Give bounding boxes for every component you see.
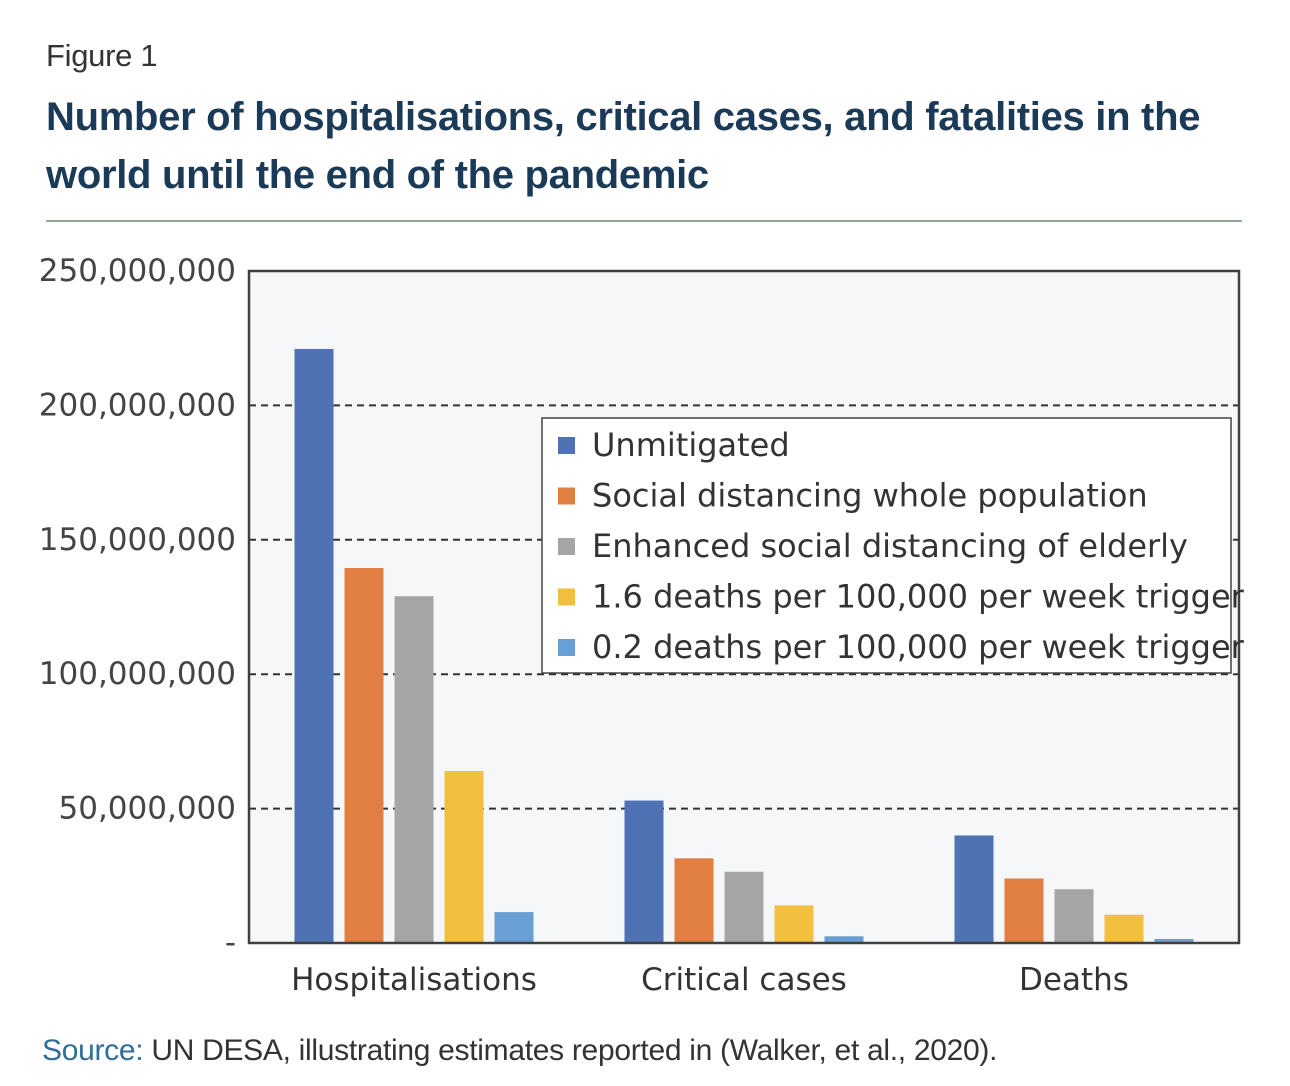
- title-divider: [46, 220, 1242, 222]
- bar: [444, 770, 484, 943]
- bar: [494, 912, 534, 943]
- legend-swatch: [558, 639, 575, 656]
- bar: [1054, 889, 1094, 943]
- source-label: Source:: [42, 1034, 144, 1067]
- legend-swatch: [558, 437, 575, 454]
- y-tick-label: 150,000,000: [39, 522, 236, 558]
- legend-swatch: [558, 588, 575, 606]
- figure-title: Number of hospitalisations, critical cas…: [46, 95, 1201, 197]
- bars: [294, 348, 1194, 943]
- bar: [824, 936, 864, 943]
- x-tick-label: Critical cases: [641, 962, 847, 998]
- bar: [954, 835, 994, 943]
- legend-label: Enhanced social distancing of elderly: [592, 527, 1188, 565]
- legend-label: 0.2 deaths per 100,000 per week trigger: [592, 628, 1245, 666]
- bar: [774, 905, 814, 943]
- y-tick-label: -: [225, 925, 236, 961]
- bar-chart: - 50,000,000 100,000,000 150,000,000 200,000…: [39, 253, 1245, 998]
- legend-label: 1.6 deaths per 100,000 per week trigger: [592, 578, 1245, 616]
- bar: [674, 858, 714, 943]
- x-axis-ticks: Hospitalisations Critical cases Deaths: [291, 962, 1129, 998]
- bar: [294, 348, 334, 943]
- y-tick-label: 250,000,000: [39, 253, 236, 289]
- bar: [624, 800, 664, 943]
- y-tick-label: 100,000,000: [39, 656, 236, 692]
- source-text: UN DESA, illustrating estimates reported…: [143, 1034, 998, 1067]
- bar: [344, 568, 384, 943]
- legend-swatch: [558, 538, 575, 555]
- legend-label: Social distancing whole population: [592, 477, 1148, 515]
- legend-swatch: [558, 487, 575, 505]
- x-tick-label: Hospitalisations: [291, 962, 537, 998]
- bar: [1154, 938, 1194, 943]
- y-tick-label: 50,000,000: [59, 791, 237, 827]
- legend: Unmitigated Social distancing whole popul…: [541, 417, 1245, 674]
- bar: [1104, 914, 1144, 943]
- legend-box: [541, 417, 1232, 674]
- y-axis-ticks: - 50,000,000 100,000,000 150,000,000 200,000…: [39, 253, 236, 961]
- legend-label: Unmitigated: [592, 426, 790, 464]
- bar: [724, 871, 764, 943]
- figure-label: Figure 1: [46, 38, 158, 73]
- plot-border: [247, 269, 1241, 945]
- bar: [1004, 878, 1044, 943]
- bar: [394, 596, 434, 943]
- source-note: Source: UN DESA, illustrating estimates …: [42, 1034, 997, 1068]
- x-tick-label: Deaths: [1019, 962, 1129, 998]
- y-tick-label: 200,000,000: [39, 387, 236, 423]
